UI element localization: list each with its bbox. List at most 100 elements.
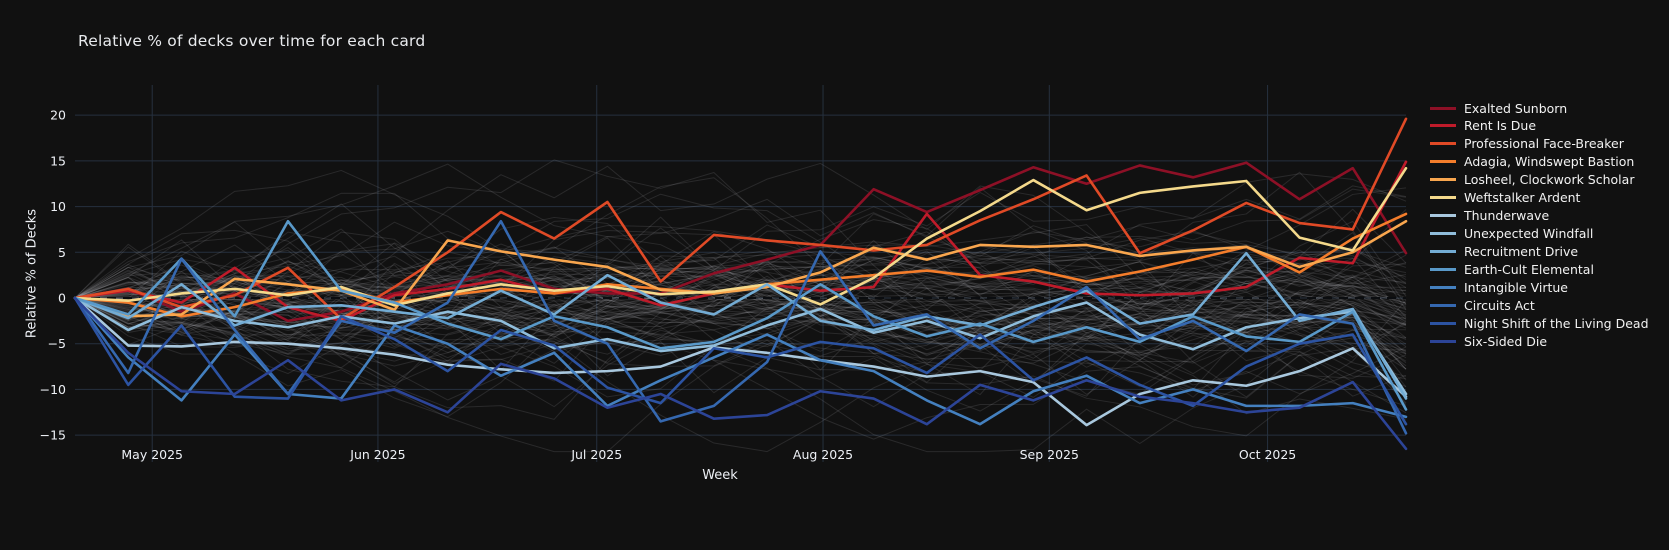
series-line-professional-face-breaker <box>73 117 1408 321</box>
legend-item-weftstalker-ardent[interactable]: Weftstalker Ardent <box>1430 189 1580 207</box>
series-line-earth-cult-elemental <box>73 219 1408 411</box>
background-line <box>74 297 1407 398</box>
legend-item-adagia-windswept-bastion[interactable]: Adagia, Windswept Bastion <box>1430 153 1634 171</box>
y-tick-label: −15 <box>40 428 66 443</box>
background-line <box>74 247 1407 325</box>
background-line <box>74 249 1407 359</box>
chart-title: Relative % of decks over time for each c… <box>78 32 426 50</box>
legend-line-swatch <box>1430 339 1456 343</box>
legend-item-circuits-act[interactable]: Circuits Act <box>1430 296 1535 314</box>
legend-line-swatch <box>1430 196 1456 200</box>
background-line <box>74 292 1407 440</box>
background-line <box>74 297 1407 453</box>
legend-label: Night Shift of the Living Dead <box>1464 315 1649 331</box>
x-tick-label: May 2025 <box>121 447 183 462</box>
legend-item-intangible-virtue[interactable]: Intangible Virtue <box>1430 279 1568 297</box>
background-line <box>74 269 1407 329</box>
legend-line-swatch <box>1430 232 1456 236</box>
legend-line-swatch <box>1430 303 1456 307</box>
background-line <box>74 255 1407 369</box>
legend-line-swatch <box>1430 160 1456 164</box>
y-tick-label: 10 <box>50 199 66 214</box>
legend-item-losheel-clockwork-scholar[interactable]: Losheel, Clockwork Scholar <box>1430 171 1634 189</box>
legend-label: Thunderwave <box>1464 208 1550 224</box>
background-line <box>74 173 1407 332</box>
background-line <box>74 255 1407 314</box>
legend-item-rent-is-due[interactable]: Rent Is Due <box>1430 117 1536 135</box>
x-axis-title: Week <box>702 468 738 483</box>
series-line-exalted-sunborn <box>73 161 1408 323</box>
background-line <box>74 231 1407 385</box>
background-line <box>74 274 1407 395</box>
background-line <box>74 267 1407 323</box>
legend-item-professional-face-breaker[interactable]: Professional Face-Breaker <box>1430 135 1624 153</box>
legend-item-recruitment-drive[interactable]: Recruitment Drive <box>1430 243 1578 261</box>
highlighted-series <box>73 117 1408 451</box>
legend-label: Recruitment Drive <box>1464 244 1579 260</box>
y-tick-label: 20 <box>50 108 66 123</box>
background-line <box>74 297 1407 341</box>
legend-line-swatch <box>1430 286 1456 289</box>
background-line <box>74 237 1407 388</box>
legend-label: Adagia, Windswept Bastion <box>1464 154 1635 170</box>
series-line-weftstalker-ardent <box>73 166 1408 307</box>
y-tick-label: 0 <box>58 291 66 306</box>
background-line <box>74 188 1407 299</box>
series-line-losheel-clockwork-scholar <box>73 219 1408 318</box>
y-tick-label: −5 <box>48 336 66 351</box>
series-line-circuits-act <box>73 219 1408 435</box>
background-line <box>74 250 1407 299</box>
series-line-thunderwave <box>73 296 1408 427</box>
background-line <box>74 266 1407 329</box>
series-line-six-sided-die <box>73 296 1408 451</box>
background-line <box>74 248 1407 355</box>
legend-item-night-shift-of-the-living-dead[interactable]: Night Shift of the Living Dead <box>1430 314 1649 332</box>
background-line <box>74 232 1407 364</box>
background-line <box>74 250 1407 420</box>
legend-line-swatch <box>1430 124 1456 128</box>
background-line <box>74 262 1407 406</box>
background-line <box>74 216 1407 388</box>
background-line <box>74 230 1407 330</box>
x-tick-label: Aug 2025 <box>793 447 853 462</box>
legend-line-swatch <box>1430 214 1456 218</box>
y-tick-label: 15 <box>50 153 66 168</box>
legend-label: Intangible Virtue <box>1464 280 1568 295</box>
legend-label: Earth-Cult Elemental <box>1464 262 1594 278</box>
x-tick-label: Sep 2025 <box>1020 447 1079 462</box>
series-line-intangible-virtue <box>73 296 1408 426</box>
background-line <box>74 246 1407 375</box>
legend-label: Circuits Act <box>1464 297 1535 313</box>
background-line <box>74 277 1407 370</box>
background-line <box>74 290 1407 401</box>
background-line <box>74 255 1407 344</box>
x-tick-label: Oct 2025 <box>1239 447 1296 462</box>
legend-line-swatch <box>1430 142 1456 146</box>
legend-item-thunderwave[interactable]: Thunderwave <box>1430 207 1549 225</box>
background-line <box>74 261 1407 354</box>
legend-label: Six-Sided Die <box>1464 333 1548 349</box>
background-line <box>74 297 1407 340</box>
legend-label: Rent Is Due <box>1464 118 1537 134</box>
x-tick-label: Jun 2025 <box>349 447 405 462</box>
y-axis-title: Relative % of Decks <box>24 208 40 339</box>
background-line <box>74 275 1407 354</box>
background-series <box>74 159 1407 453</box>
background-line <box>74 292 1407 408</box>
legend-label: Exalted Sunborn <box>1464 100 1568 116</box>
legend-line-swatch <box>1430 106 1456 110</box>
background-line <box>74 275 1407 370</box>
background-line <box>74 277 1407 370</box>
legend-item-six-sided-die[interactable]: Six-Sided Die <box>1430 332 1547 350</box>
y-tick-label: −10 <box>40 382 66 397</box>
legend-item-exalted-sunborn[interactable]: Exalted Sunborn <box>1430 99 1567 117</box>
y-tick-label: 5 <box>58 245 66 260</box>
legend-item-earth-cult-elemental[interactable]: Earth-Cult Elemental <box>1430 261 1594 279</box>
background-line <box>74 192 1407 358</box>
legend-line-swatch <box>1430 321 1456 325</box>
series-line-recruitment-drive <box>73 251 1408 400</box>
legend-label: Weftstalker Ardent <box>1464 190 1581 206</box>
legend-item-unexpected-windfall[interactable]: Unexpected Windfall <box>1430 225 1593 243</box>
